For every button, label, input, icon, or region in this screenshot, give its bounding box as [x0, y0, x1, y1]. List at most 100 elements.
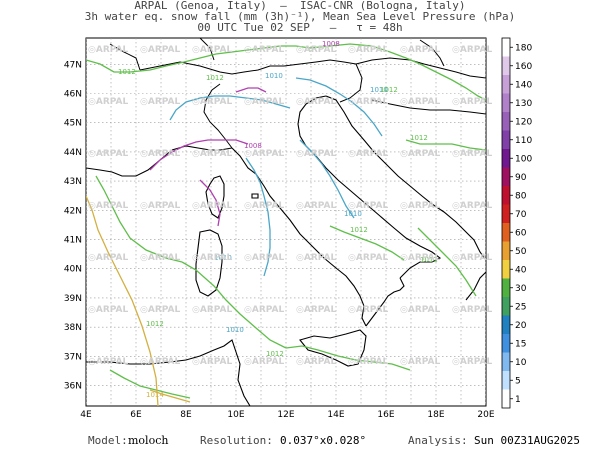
isobar-1010-north	[169, 95, 291, 121]
colorbar-segment	[502, 167, 510, 186]
isobar-label: 1008	[244, 142, 262, 150]
isobar-label: 1012	[380, 86, 398, 94]
isobar-label: 1010	[344, 210, 362, 218]
isobar-label: 1010	[226, 326, 244, 334]
colorbar-label: 5	[515, 376, 521, 386]
isobar-1010-central	[299, 139, 355, 219]
analysis-label: Analysis:	[408, 434, 468, 447]
isobar-1012-sardinia	[181, 261, 287, 349]
isobar-1012-south	[329, 225, 405, 261]
watermark-logo: ◎ARPAL	[400, 97, 440, 107]
colorbar-segment	[502, 38, 510, 57]
latitude-label: 38N	[64, 323, 82, 333]
watermark-logo: ◎ARPAL	[140, 253, 180, 263]
resolution-label: Resolution:	[200, 434, 273, 447]
latitude-label: 42N	[64, 206, 82, 216]
border-north	[419, 39, 445, 67]
watermark-logo: ◎ARPAL	[244, 97, 284, 107]
colorbar-label: 10	[515, 358, 527, 368]
colorbar-label: 25	[515, 302, 526, 312]
border-alps	[139, 59, 357, 75]
header-fields: 3h water eq. snow fall (mm (3h)⁻¹), Mean…	[84, 10, 516, 23]
watermark-logo: ◎ARPAL	[88, 253, 128, 263]
header-title: ARPAL (Genoa, Italy) — ISAC-CNR (Bologna…	[134, 0, 466, 12]
colorbar-label: 80	[515, 191, 527, 201]
isobar-1012-sicily	[285, 345, 411, 371]
watermarks: ◎ARPAL ◎ARPAL ◎ARPAL ◎ARPAL ◎ARPAL ◎ARPAL ◎ARP…	[88, 45, 492, 367]
watermark-logo: ◎ARPAL	[140, 45, 180, 55]
colorbar-label: 30	[515, 284, 527, 294]
watermark-logo: ◎ARPAL	[400, 253, 440, 263]
coast-north-africa	[86, 339, 251, 406]
watermark-logo: ◎ARPAL	[452, 45, 492, 55]
colorbar-segment	[502, 149, 510, 168]
watermark-logo: ◎ARPAL	[192, 97, 232, 107]
watermark-logo: ◎ARPAL	[296, 201, 336, 211]
watermark-logo: ◎ARPAL	[348, 45, 388, 55]
colorbar-label: 20	[515, 321, 527, 331]
analysis-value: Sun 00Z31AUG2025	[474, 434, 580, 447]
border-france-east	[109, 43, 141, 71]
isobar-label: 1010	[265, 72, 283, 80]
colorbar-segment	[502, 130, 510, 149]
latitude-label: 39N	[64, 294, 82, 304]
latitude-label: 43N	[64, 177, 82, 187]
colorbar-label: 90	[515, 173, 527, 183]
isobar-label: 1012	[420, 256, 438, 264]
watermark-logo: ◎ARPAL	[400, 149, 440, 159]
watermark-logo: ◎ARPAL	[452, 253, 492, 263]
colorbar-label: 40	[515, 265, 527, 275]
border-slovenia	[339, 63, 363, 103]
isobar-label: 1012	[146, 320, 164, 328]
colorbar-segment	[502, 352, 510, 371]
colorbar-label: 110	[515, 136, 532, 146]
watermark-logo: ◎ARPAL	[452, 357, 492, 367]
border-france-italy	[203, 83, 233, 149]
watermark-logo: ◎ARPAL	[88, 201, 128, 211]
longitude-label: 8E	[180, 410, 192, 420]
isobar-1012-west	[95, 175, 183, 263]
isobar-label: 1012	[266, 350, 284, 358]
isobar-label: 1010	[370, 86, 388, 94]
isobars	[86, 43, 486, 406]
latitude-label: 47N	[64, 60, 82, 70]
sardinia	[195, 229, 223, 297]
longitude-label: 6E	[130, 410, 142, 420]
colorbar-segment	[502, 371, 510, 390]
watermark-logo: ◎ARPAL	[296, 45, 336, 55]
colorbar-label: 160	[515, 62, 532, 72]
colorbar-label: 15	[515, 339, 526, 349]
watermark-logo: ◎ARPAL	[192, 253, 232, 263]
colorbar: 1801601401301201101009080706050403025201…	[501, 37, 532, 409]
watermark-logo: ◎ARPAL	[140, 357, 180, 367]
isobar-1008-ligurian	[149, 139, 249, 171]
isobar-1014-west	[86, 195, 159, 406]
colorbar-segment	[502, 56, 510, 75]
longitude-label: 20E	[477, 410, 494, 420]
corsica	[205, 175, 225, 219]
coast-greece	[465, 271, 486, 301]
watermark-logo: ◎ARPAL	[348, 253, 388, 263]
watermark-logo: ◎ARPAL	[296, 149, 336, 159]
watermark-logo: ◎ARPAL	[88, 357, 128, 367]
longitude-label: 14E	[327, 410, 344, 420]
latitude-label: 44N	[64, 148, 82, 158]
latitude-label: 45N	[64, 119, 82, 129]
isobar-label: 1012	[350, 226, 368, 234]
colorbar-segment	[502, 260, 510, 279]
isobar-labels: 1012 1010 1008 1008 1010 1010 1010 1012 …	[118, 40, 438, 399]
watermark-logo: ◎ARPAL	[452, 149, 492, 159]
watermark-logo: ◎ARPAL	[192, 45, 232, 55]
isobar-label: 1014	[146, 391, 164, 399]
isobar-1012-balkans	[405, 139, 486, 151]
colorbar-label: 1	[515, 395, 521, 405]
watermark-logo: ◎ARPAL	[192, 357, 232, 367]
header: ARPAL (Genoa, Italy) — ISAC-CNR (Bologna…	[0, 0, 600, 33]
latitude-label: 37N	[64, 352, 82, 362]
isobar-1008-corsica	[199, 179, 221, 227]
latitude-labels: 47N 46N 45N 44N 43N 42N 41N 40N 39N 38N 37N 36N	[64, 60, 82, 391]
colorbar-label: 50	[515, 247, 527, 257]
watermark-logo: ◎ARPAL	[244, 45, 284, 55]
